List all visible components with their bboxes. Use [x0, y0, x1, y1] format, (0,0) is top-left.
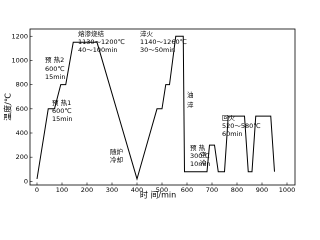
process-line [36, 35, 275, 181]
y-tick-label: 1200 [11, 32, 28, 40]
y-axis-label: 温度/℃ [3, 93, 13, 121]
annotation: 预 热2 [45, 55, 64, 64]
annotation: 预 热 [190, 143, 206, 152]
annotation: 600℃ [45, 65, 65, 73]
y-tick-label: 600 [16, 105, 28, 113]
annotation: 冷却 [110, 155, 123, 164]
y-tick-label: 800 [16, 81, 28, 89]
x-axis-label: 时 间/min [140, 190, 176, 200]
annotation: 1140～1260℃ [140, 38, 187, 46]
annotation: 10min [190, 160, 211, 168]
annotation: 熔渗烧结 [78, 29, 105, 38]
chart: 时 间/min 温度/℃ 0 200 400 600 800 1000 1200 0 100 20… [3, 28, 296, 200]
plot-frame [29, 28, 296, 186]
annotation: 1130～1200℃ [78, 38, 125, 46]
x-tick-label: 0 [35, 186, 39, 194]
y-tick-label: 200 [16, 153, 28, 161]
annotation: 600℃ [52, 107, 72, 115]
annotation: 回火 [222, 114, 236, 122]
annotation: 520～580℃ [222, 122, 261, 130]
y-tick-label: 1000 [11, 56, 28, 64]
x-tick-label: 900 [256, 186, 268, 194]
y-tick-label: 400 [16, 129, 28, 137]
annotation: 15min [52, 115, 73, 123]
annotation: 冷 [200, 158, 207, 167]
annotation: 淬火 [140, 29, 154, 38]
annotation: 油 [187, 90, 194, 99]
x-tick-label: 100 [56, 186, 68, 194]
annotation: 60min [222, 130, 243, 138]
annotation: 40～100min [78, 46, 117, 54]
x-tick-label: 400 [131, 186, 143, 194]
annotation: 淬 [187, 100, 194, 109]
annotation: 15min [45, 73, 66, 81]
annotation: 30～50min [140, 46, 175, 54]
x-tick-label: 1000 [279, 186, 296, 194]
annotation: 预 热1 [52, 98, 71, 107]
annotation: 空 [200, 150, 207, 159]
x-tick-label: 800 [231, 186, 243, 194]
annotation: 300℃ [190, 152, 210, 160]
x-tick-label: 500 [156, 186, 168, 194]
y-tick-label: 0 [24, 177, 28, 185]
x-tick-label: 700 [206, 186, 218, 194]
x-tick-label: 600 [181, 186, 193, 194]
x-tick-label: 200 [81, 186, 93, 194]
x-tick-label: 300 [106, 186, 118, 194]
annotation: 随炉 [110, 147, 124, 156]
